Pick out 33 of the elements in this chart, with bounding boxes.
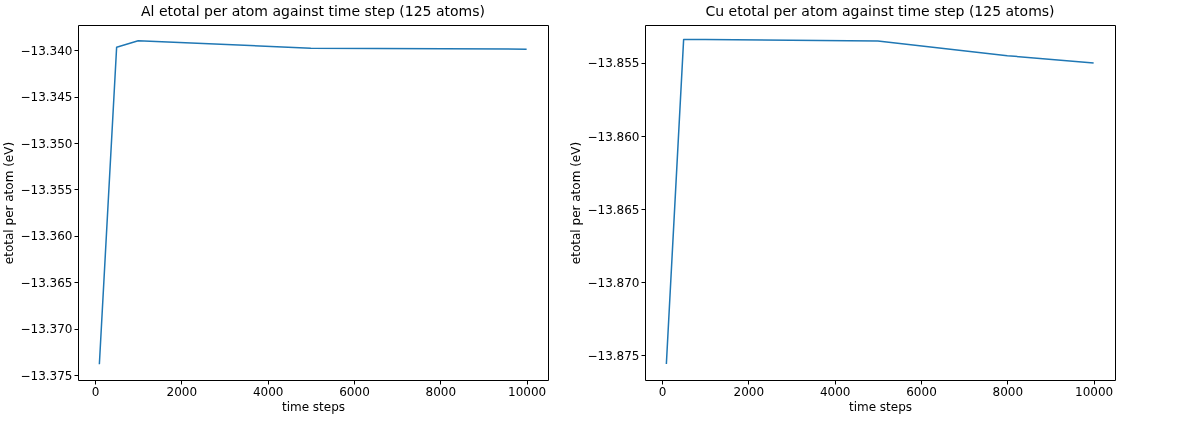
x-tick-label: 0 xyxy=(91,384,100,399)
y-tick-label: −13.345 xyxy=(20,90,73,105)
chart-title: Cu etotal per atom against time step (125 atoms) xyxy=(705,3,1055,19)
y-tick-label: −13.350 xyxy=(20,136,73,151)
y-tick-label: −13.355 xyxy=(20,182,73,197)
line-series xyxy=(665,38,1095,365)
x-tick-label: 4000 xyxy=(819,384,851,399)
x-tick-label: 6000 xyxy=(339,384,370,399)
x-tick-label: 0 xyxy=(658,384,667,399)
y-tick-label: −13.370 xyxy=(20,322,73,337)
y-tick-label: −13.875 xyxy=(587,348,640,363)
x-tick-label: 4000 xyxy=(252,384,284,399)
x-tick-label: 8000 xyxy=(425,384,457,399)
y-axis-title: etotal per atom (eV) xyxy=(569,141,584,265)
x-tick-label: 10000 xyxy=(1075,384,1114,399)
x-tick-label: 2000 xyxy=(733,384,765,399)
y-tick-label: −13.870 xyxy=(587,275,640,290)
x-axis-title: time steps xyxy=(281,399,346,414)
x-tick-label: 6000 xyxy=(906,384,937,399)
y-axis-title: etotal per atom (eV) xyxy=(2,141,17,265)
x-axis-title: time steps xyxy=(848,399,913,414)
y-tick-label: −13.860 xyxy=(587,129,640,144)
x-tick-label: 8000 xyxy=(992,384,1024,399)
x-tick-label: 2000 xyxy=(166,384,198,399)
y-tick-label: −13.360 xyxy=(20,229,73,244)
y-tick-label: −13.340 xyxy=(20,43,73,58)
y-tick-label: −13.365 xyxy=(20,275,73,290)
y-tick-label: −13.375 xyxy=(20,368,73,383)
y-tick-label: −13.865 xyxy=(587,202,640,217)
x-tick-label: 10000 xyxy=(508,384,547,399)
y-tick-label: −13.855 xyxy=(587,56,640,71)
line-series xyxy=(98,40,528,365)
chart-title: Al etotal per atom against time step (125 atoms) xyxy=(141,3,485,19)
